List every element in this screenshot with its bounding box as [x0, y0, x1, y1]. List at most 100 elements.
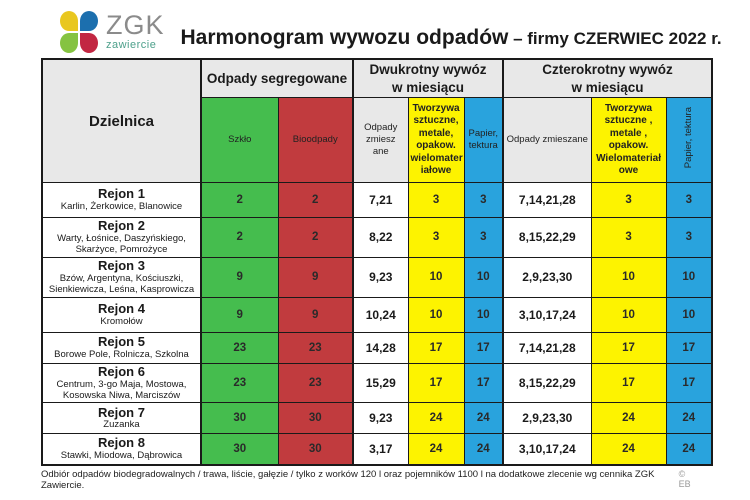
leaves-icon: [60, 10, 100, 54]
cell-czt-papier: 10: [665, 256, 713, 298]
subheader-bioodpady: Bioodpady: [277, 97, 354, 184]
cell-rejon: Rejon 4 Kromołów: [41, 296, 202, 333]
cell-szklo: 9: [200, 256, 279, 298]
table-row: Rejon 1 Karlin, Żerkowice, Blanowice 2 2…: [41, 182, 713, 219]
cell-bioodpady: 30: [277, 433, 354, 466]
group-header-czterokrotny: Czterokrotny wywóz w miesiącu: [502, 58, 713, 99]
cell-czt-zmieszane: 3,10,17,24: [502, 296, 592, 333]
cell-czt-papier: 10: [665, 296, 713, 333]
cell-dwu-zmieszane: 15,29: [352, 362, 409, 404]
rejon-name: Rejon 1: [98, 186, 145, 202]
rejon-streets: Centrum, 3-go Maja, Mostowa, Kosowska Ni…: [56, 378, 187, 401]
cell-czt-tworzywa: 17: [590, 331, 667, 364]
rejon-name: Rejon 4: [98, 300, 145, 316]
rejon-streets: Borowe Pole, Rolnicza, Szkolna: [54, 348, 189, 360]
cell-dwu-tworzywa: 17: [407, 362, 465, 404]
table-row: Rejon 5 Borowe Pole, Rolnicza, Szkolna 2…: [41, 331, 713, 364]
cell-dwu-papier: 24: [463, 402, 504, 435]
cell-czt-zmieszane: 7,14,21,28: [502, 182, 592, 219]
footnote-text: Odbiór odpadów biodegradowalnych / trawa…: [41, 468, 655, 491]
cell-czt-tworzywa: 3: [590, 182, 667, 219]
cell-czt-zmieszane: 2,9,23,30: [502, 256, 592, 298]
cell-bioodpady: 23: [277, 331, 354, 364]
table-row: Rejon 2 Warty, Łośnice, Daszyńskiego, Sk…: [41, 217, 713, 258]
cell-czt-tworzywa: 3: [590, 217, 667, 258]
cell-dwu-zmieszane: 9,23: [352, 256, 409, 298]
table-row: Rejon 8 Stawki, Miodowa, Dąbrowica 30 30…: [41, 433, 713, 466]
cell-dwu-tworzywa: 24: [407, 433, 465, 466]
cell-czt-papier: 17: [665, 362, 713, 404]
rejon-streets: Zuzanka: [103, 419, 140, 431]
logo-brand: ZGK: [106, 9, 165, 40]
cell-dwu-papier: 10: [463, 256, 504, 298]
rejon-name: Rejon 7: [98, 404, 145, 420]
cell-dwu-papier: 3: [463, 217, 504, 258]
rejon-name: Rejon 2: [98, 218, 145, 234]
cell-dwu-zmieszane: 3,17: [352, 433, 409, 466]
zgk-logo: ZGK zawiercie: [60, 10, 165, 54]
subheader-czt-papier-label: Papier, tektura: [682, 106, 694, 169]
subheader-dwu-zmieszane: Odpady zmiesz ane: [352, 97, 409, 184]
cell-dwu-tworzywa: 10: [407, 296, 465, 333]
cell-bioodpady: 23: [277, 362, 354, 404]
cell-rejon: Rejon 8 Stawki, Miodowa, Dąbrowica: [41, 433, 202, 466]
subheader-czt-papier: Papier, tektura: [665, 97, 713, 184]
rejon-streets: Kromołów: [100, 315, 143, 327]
cell-dwu-papier: 10: [463, 296, 504, 333]
cell-czt-zmieszane: 8,15,22,29: [502, 362, 592, 404]
subheader-szklo: Szkło: [200, 97, 279, 184]
cell-dwu-papier: 17: [463, 362, 504, 404]
cell-dwu-papier: 17: [463, 331, 504, 364]
cell-szklo: 23: [200, 362, 279, 404]
cell-czt-tworzywa: 10: [590, 296, 667, 333]
subheader-czt-zmieszane: Odpady zmieszane: [502, 97, 592, 184]
cell-szklo: 30: [200, 402, 279, 435]
logo-city: zawiercie: [106, 39, 157, 52]
subheader-dwu-papier: Papier, tektura: [463, 97, 504, 184]
cell-dwu-zmieszane: 10,24: [352, 296, 409, 333]
table-row: Rejon 7 Zuzanka 30 30 9,23 24 24 2,9,23,…: [41, 402, 713, 435]
leaf-red-icon: [80, 33, 98, 53]
rejon-name: Rejon 6: [98, 363, 145, 379]
footnote: Odbiór odpadów biodegradowalnych / trawa…: [41, 469, 717, 491]
cell-dwu-tworzywa: 17: [407, 331, 465, 364]
table-row: Rejon 3 Bzów, Argentyna, Kościuszki, Sie…: [41, 256, 713, 298]
rejon-name: Rejon 5: [98, 333, 145, 349]
subheader-czt-tworzywa: Tworzywa sztuczne , metale , opakow. Wie…: [590, 97, 667, 184]
cell-czt-zmieszane: 3,10,17,24: [502, 433, 592, 466]
cell-dwu-tworzywa: 3: [407, 182, 465, 219]
rejon-streets: Karlin, Żerkowice, Blanowice: [60, 201, 183, 213]
cell-dwu-tworzywa: 3: [407, 217, 465, 258]
cell-czt-papier: 17: [665, 331, 713, 364]
cell-czt-papier: 3: [665, 182, 713, 219]
leaf-green-icon: [60, 33, 78, 53]
title-suffix: – firmy CZERWIEC 2022 r.: [508, 29, 722, 48]
rejon-streets: Bzów, Argentyna, Kościuszki, Sienkiewicz…: [48, 272, 195, 295]
cell-dwu-zmieszane: 8,22: [352, 217, 409, 258]
cell-czt-zmieszane: 7,14,21,28: [502, 331, 592, 364]
cell-szklo: 23: [200, 331, 279, 364]
cell-rejon: Rejon 2 Warty, Łośnice, Daszyńskiego, Sk…: [41, 217, 202, 258]
cell-rejon: Rejon 7 Zuzanka: [41, 402, 202, 435]
cell-czt-tworzywa: 24: [590, 433, 667, 466]
cell-szklo: 2: [200, 182, 279, 219]
table-row: Rejon 4 Kromołów 9 9 10,24 10 10 3,10,17…: [41, 296, 713, 333]
cell-bioodpady: 30: [277, 402, 354, 435]
cell-bioodpady: 2: [277, 182, 354, 219]
rejon-streets: Warty, Łośnice, Daszyńskiego, Skarżyce, …: [57, 233, 186, 255]
footnote-credit: © EB: [678, 468, 691, 489]
cell-rejon: Rejon 6 Centrum, 3-go Maja, Mostowa, Kos…: [41, 362, 202, 404]
cell-dwu-zmieszane: 7,21: [352, 182, 409, 219]
logo-text: ZGK zawiercie: [106, 11, 165, 53]
cell-czt-papier: 3: [665, 217, 713, 258]
subheader-dwu-tworzywa: Tworzywa sztuczne, metale, opakow. wielo…: [407, 97, 465, 184]
cell-szklo: 2: [200, 217, 279, 258]
leaf-yellow-icon: [60, 11, 78, 31]
group-header-segregowane: Odpady segregowane: [199, 58, 354, 99]
rejon-name: Rejon 8: [98, 435, 145, 451]
cell-rejon: Rejon 3 Bzów, Argentyna, Kościuszki, Sie…: [41, 256, 202, 298]
cell-czt-zmieszane: 2,9,23,30: [502, 402, 592, 435]
page-title: Harmonogram wywozu odpadów – firmy CZERW…: [181, 10, 722, 50]
cell-czt-tworzywa: 17: [590, 362, 667, 404]
title-main: Harmonogram wywozu odpadów: [180, 26, 509, 49]
